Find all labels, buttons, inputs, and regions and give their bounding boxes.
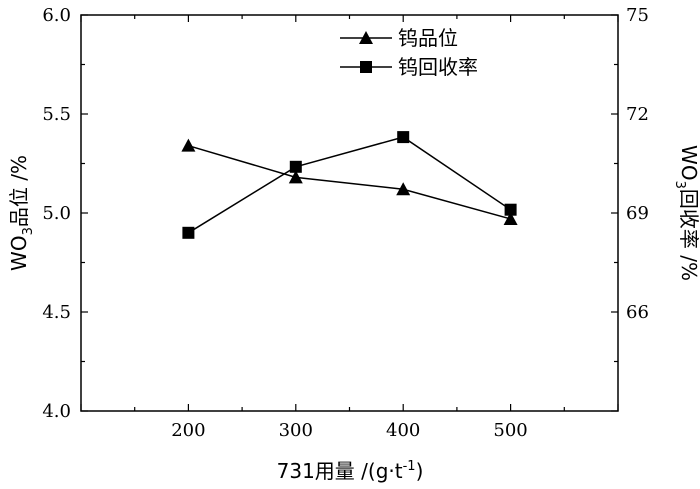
y-left-tick-label: 6.0	[42, 5, 71, 26]
y-right-tick-label: 75	[626, 5, 649, 26]
y-right-axis-title: WO3回收率 /%	[672, 145, 700, 281]
data-point-triangle	[396, 182, 411, 196]
y-left-axis-title-sub: 3	[21, 227, 36, 235]
x-tick-label: 500	[493, 420, 527, 441]
y-right-tick-label: 66	[626, 302, 649, 323]
data-point-triangle	[288, 170, 303, 184]
y-right-axis-title-sub: 3	[672, 181, 687, 189]
y-left-axis-title: WO3品位 /%	[7, 155, 36, 271]
data-point-square	[504, 203, 517, 216]
y-right-axis-ticks: 66 69 72 75	[611, 5, 649, 412]
legend-label-grade: 钨品位	[398, 26, 458, 50]
data-point-square	[182, 226, 195, 239]
x-axis-ticks: 200 300 400 500	[80, 15, 619, 441]
y-left-axis-title-prefix: WO	[7, 235, 31, 271]
series-layer	[181, 131, 518, 239]
x-tick-label: 300	[279, 420, 313, 441]
data-point-square	[289, 160, 302, 173]
data-point-triangle	[503, 211, 518, 225]
legend: 钨品位 钨回收率	[340, 26, 478, 79]
x-tick-label: 200	[171, 420, 205, 441]
x-axis-title-suffix: )	[416, 459, 424, 483]
y-right-tick-label: 69	[626, 203, 649, 224]
legend-item-recovery: 钨回收率	[340, 55, 478, 79]
series-line-1	[188, 136, 512, 234]
y-left-tick-label: 4.0	[42, 401, 71, 422]
data-point-triangle	[181, 138, 196, 152]
y-left-axis-title-suffix: 品位 /%	[7, 155, 31, 227]
series-line-0	[188, 144, 511, 220]
x-axis-title-prefix: 731用量 /(g·t	[277, 459, 403, 483]
legend-square-icon	[360, 61, 372, 73]
legend-label-recovery: 钨回收率	[398, 55, 478, 79]
plot-frame	[80, 14, 619, 412]
y-right-axis-title-prefix: WO	[677, 145, 700, 181]
y-left-tick-label: 4.5	[42, 302, 71, 323]
legend-item-grade: 钨品位	[340, 26, 458, 50]
data-point-square	[397, 131, 410, 144]
x-axis-title: 731用量 /(g·t-1)	[277, 459, 424, 483]
x-axis-title-sup: -1	[403, 459, 416, 474]
y-right-tick-label: 72	[626, 104, 649, 125]
y-right-axis-title-suffix: 回收率 /%	[677, 189, 700, 281]
y-left-tick-label: 5.0	[42, 203, 71, 224]
y-left-tick-label: 5.5	[42, 104, 71, 125]
x-tick-label: 400	[386, 420, 420, 441]
y-left-axis-ticks: 4.0 4.5 5.0 5.5 6.0	[42, 5, 88, 422]
legend-triangle-icon	[359, 31, 373, 44]
